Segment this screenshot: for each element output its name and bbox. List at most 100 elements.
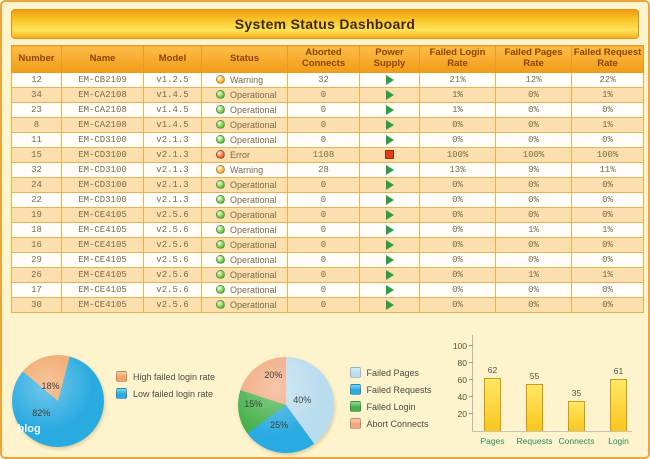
status-label: Operational [230, 180, 277, 190]
x-axis-label: Connects [558, 436, 595, 446]
cell-status: Error [201, 147, 288, 163]
page-title: System Status Dashboard [234, 16, 416, 32]
cell-number: 32 [11, 162, 62, 178]
power-on-icon [385, 74, 394, 85]
cell-model: v2.1.3 [143, 177, 202, 193]
power-on-icon [385, 284, 394, 295]
y-axis-tick-label: 80 [457, 358, 467, 368]
table-row: 30 EM-CE4105 v2.5.6 Operational 0 0% 0% 0% [11, 297, 644, 313]
cell-failed-pages-rate: 0% [495, 177, 572, 193]
cell-model: v2.5.6 [143, 252, 202, 268]
cell-failed-request-rate: 0% [571, 177, 644, 193]
legend-item: Failed Requests [349, 384, 432, 395]
cell-number: 30 [11, 297, 62, 313]
power-on-icon [385, 299, 394, 310]
cell-name: EM-CA2108 [61, 117, 144, 133]
cell-status: Operational [201, 87, 288, 103]
status-icon [216, 75, 225, 84]
status-icon [216, 165, 225, 174]
cell-model: v2.5.6 [143, 282, 202, 298]
cell-power-supply [359, 102, 420, 118]
cell-model: v1.4.5 [143, 102, 202, 118]
cell-failed-login-rate: 0% [419, 267, 496, 283]
cell-number: 24 [11, 177, 62, 193]
cell-model: v2.5.6 [143, 267, 202, 283]
login-rate-chart-block: 18% 82% blog High failed login rate Low fai… [12, 325, 238, 447]
bar-value-label: 61 [613, 366, 624, 377]
bar-login [610, 379, 627, 431]
cell-failed-request-rate: 0% [571, 297, 644, 313]
status-icon [216, 225, 225, 234]
y-axis-line [472, 335, 473, 432]
cell-failed-pages-rate: 12% [495, 72, 572, 88]
cell-model: v1.4.5 [143, 87, 202, 103]
cell-number: 15 [11, 147, 62, 163]
legend-swatch [349, 401, 361, 412]
cell-failed-pages-rate: 0% [495, 252, 572, 268]
status-label: Operational [230, 255, 277, 265]
bar-requests [526, 384, 543, 431]
cell-failed-login-rate: 0% [419, 177, 496, 193]
cell-failed-login-rate: 0% [419, 282, 496, 298]
bottom-charts: 18% 82% blog High failed login rate Low fai… [12, 325, 638, 453]
cell-failed-request-rate: 1% [571, 87, 644, 103]
status-label: Operational [230, 120, 277, 130]
cell-name: EM-CB2109 [61, 72, 144, 88]
cell-failed-login-rate: 21% [419, 72, 496, 88]
power-on-icon [385, 104, 394, 115]
power-on-icon [385, 239, 394, 250]
cell-aborted-connects: 0 [287, 192, 360, 208]
cell-power-supply [359, 177, 420, 193]
legend-label: Abort Connects [366, 418, 429, 429]
cell-failed-request-rate: 0% [571, 282, 644, 298]
cell-status: Operational [201, 267, 288, 283]
cell-failed-login-rate: 0% [419, 207, 496, 223]
cell-number: 29 [11, 252, 62, 268]
cell-failed-request-rate: 0% [571, 237, 644, 253]
legend-label: Failed Login [366, 401, 416, 412]
legend-item: Failed Login [349, 401, 432, 412]
cell-failed-login-rate: 0% [419, 117, 496, 133]
status-table: Number Name Model Status Aborted Connects Pow… [11, 45, 644, 313]
cell-name: EM-CD3100 [61, 177, 144, 193]
table-row: 34 EM-CA2108 v1.4.5 Operational 0 1% 0% 1% [11, 87, 644, 103]
cell-model: v2.1.3 [143, 147, 202, 163]
cell-name: EM-CA2108 [61, 87, 144, 103]
x-axis-label: Requests [516, 436, 553, 446]
cell-model: v2.1.3 [143, 192, 202, 208]
cell-number: 18 [11, 222, 62, 238]
column-header-model: Model [143, 45, 202, 73]
power-on-icon [385, 134, 394, 145]
column-header-status: Status [201, 45, 288, 73]
legend-item: Failed Pages [349, 367, 432, 378]
cell-power-supply [359, 237, 420, 253]
power-on-icon [385, 209, 394, 220]
cell-power-supply [359, 297, 420, 313]
cell-model: v2.5.6 [143, 297, 202, 313]
table-row: 8 EM-CA2108 v1.4.5 Operational 0 0% 0% 1% [11, 117, 644, 133]
table-row: 17 EM-CE4105 v2.5.6 Operational 0 0% 0% 0% [11, 282, 644, 298]
legend-swatch [349, 384, 361, 395]
cell-failed-pages-rate: 0% [495, 132, 572, 148]
cell-failed-pages-rate: 0% [495, 207, 572, 223]
status-icon [216, 105, 225, 114]
table-row: 16 EM-CE4105 v2.5.6 Operational 0 0% 0% 0% [11, 237, 644, 253]
cell-failed-login-rate: 100% [419, 147, 496, 163]
table-row: 12 EM-CB2109 v1.2.5 Warning 32 21% 12% 22% [11, 72, 644, 88]
y-axis-tick-label: 60 [457, 375, 467, 385]
cell-failed-pages-rate: 0% [495, 192, 572, 208]
table-row: 15 EM-CD3100 v2.1.3 Error 1108 100% 100% 100% [11, 147, 644, 163]
legend-item: Low failed login rate [116, 388, 215, 399]
cell-aborted-connects: 0 [287, 102, 360, 118]
cell-aborted-connects: 28 [287, 162, 360, 178]
pie-slice-label: 82% [32, 408, 51, 419]
status-icon [216, 150, 225, 159]
column-header-number: Number [11, 45, 62, 73]
cell-aborted-connects: 0 [287, 177, 360, 193]
watermark-text: blog [17, 423, 41, 436]
cell-failed-pages-rate: 0% [495, 282, 572, 298]
cell-status: Operational [201, 297, 288, 313]
cell-number: 8 [11, 117, 62, 133]
cell-aborted-connects: 0 [287, 117, 360, 133]
status-icon [216, 120, 225, 129]
